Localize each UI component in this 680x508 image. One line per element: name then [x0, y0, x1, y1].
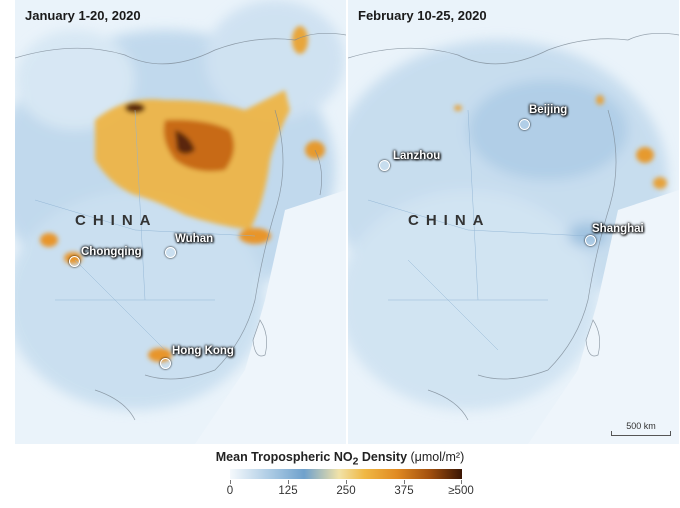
- country-label: CHINA: [75, 212, 158, 229]
- legend-tick: [230, 480, 231, 484]
- scale-line: [611, 431, 671, 436]
- legend-tick: [346, 480, 347, 484]
- legend-tick: [461, 480, 462, 484]
- city-marker-hong-kong: [160, 358, 171, 369]
- country-label: CHINA: [408, 212, 491, 229]
- scale-bar: 500 km: [611, 421, 671, 436]
- legend: Mean Tropospheric NO2 Density (μmol/m²) …: [0, 448, 680, 508]
- map-graphic-january: [15, 0, 346, 444]
- legend-unit: (μmol/m²): [410, 450, 465, 464]
- map-panel-january: January 1-20, 2020 CHINA Chongqing Wuhan…: [15, 0, 346, 444]
- legend-tick-label: 125: [278, 485, 298, 497]
- legend-tick-label: ≥500: [448, 485, 474, 497]
- map-graphic-february: [348, 33, 679, 444]
- legend-title-subscript: 2: [352, 456, 359, 468]
- city-label-wuhan: Wuhan: [175, 233, 214, 245]
- city-marker-chongqing: [69, 256, 80, 267]
- city-marker-shanghai: [585, 235, 596, 246]
- city-marker-wuhan: [165, 247, 176, 258]
- legend-title-main: Mean Tropospheric NO: [215, 450, 353, 464]
- legend-color-ramp: [230, 469, 462, 479]
- panel-title: February 10-25, 2020: [358, 8, 487, 23]
- legend-tick-label: 0: [226, 485, 234, 497]
- legend-tick-label: 250: [336, 485, 356, 497]
- legend-title: Mean Tropospheric NO2 Density (μmol/m²): [0, 450, 680, 468]
- city-label-chongqing: Chongqing: [81, 246, 142, 258]
- legend-tick: [404, 480, 405, 484]
- legend-tick-label: 375: [394, 485, 414, 497]
- city-marker-beijing: [519, 119, 530, 130]
- map-panel-february: February 10-25, 2020 CHINA Beijing Lanzh…: [348, 0, 679, 444]
- city-label-lanzhou: Lanzhou: [393, 150, 441, 162]
- city-label-beijing: Beijing: [529, 104, 568, 116]
- city-marker-lanzhou: [379, 160, 390, 171]
- city-label-shanghai: Shanghai: [592, 223, 644, 235]
- legend-tick: [288, 480, 289, 484]
- panel-title: January 1-20, 2020: [25, 8, 141, 23]
- legend-title-rest: Density: [358, 450, 408, 464]
- scale-label: 500 km: [626, 421, 656, 431]
- city-label-hong-kong: Hong Kong: [172, 345, 234, 357]
